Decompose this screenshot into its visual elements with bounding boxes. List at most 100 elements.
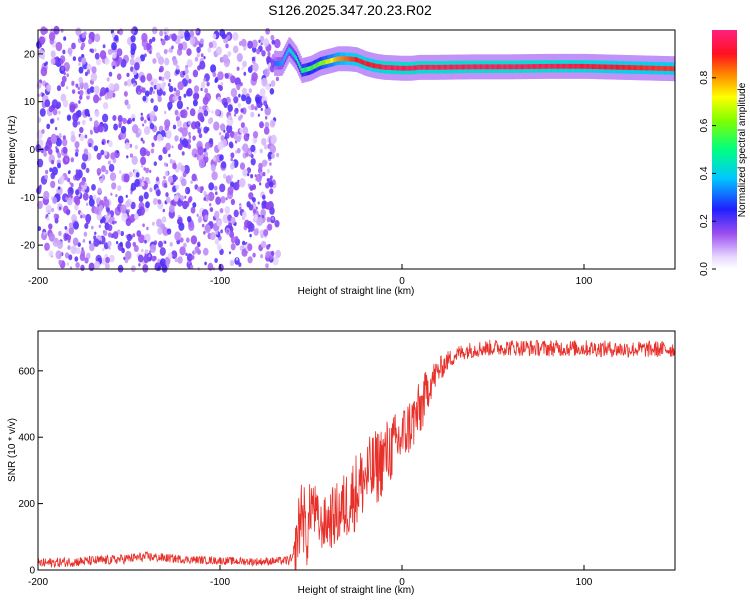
noise-speckle <box>67 47 73 55</box>
noise-speckle <box>123 91 128 97</box>
noise-speckle <box>141 87 146 94</box>
noise-speckle <box>180 165 186 173</box>
noise-speckle <box>163 162 167 167</box>
noise-speckle <box>108 71 113 77</box>
track-core <box>368 61 370 67</box>
track-core <box>377 64 380 69</box>
noise-speckle <box>250 104 255 111</box>
noise-speckle <box>185 201 190 208</box>
noise-speckle <box>236 66 240 71</box>
noise-speckle <box>141 176 145 181</box>
track-core <box>494 64 497 70</box>
noise-speckle <box>55 137 62 147</box>
noise-speckle <box>106 207 111 214</box>
track-core <box>517 64 520 70</box>
track-core <box>351 56 354 62</box>
noise-speckle <box>140 116 144 122</box>
noise-speckle <box>159 65 164 73</box>
noise-speckle <box>226 229 229 233</box>
noise-speckle <box>115 194 118 198</box>
noise-speckle <box>80 214 83 219</box>
noise-speckle <box>55 41 63 52</box>
track-core <box>505 64 508 70</box>
track-core <box>306 66 309 72</box>
noise-speckle <box>88 262 95 272</box>
noise-speckle <box>177 112 181 118</box>
noise-speckle <box>98 97 102 101</box>
noise-speckle <box>44 145 49 152</box>
noise-speckle <box>235 140 238 144</box>
track-core <box>344 56 346 62</box>
noise-speckle <box>37 226 42 232</box>
noise-speckle <box>139 147 147 157</box>
noise-speckle <box>225 175 232 184</box>
noise-speckle <box>188 131 191 137</box>
noise-speckle <box>51 207 55 213</box>
noise-speckle <box>131 155 138 165</box>
track-core <box>622 65 624 70</box>
noise-speckle <box>230 152 235 159</box>
track-core <box>332 57 334 63</box>
noise-speckle <box>81 247 84 251</box>
noise-speckle <box>48 223 53 230</box>
track-core <box>469 64 472 70</box>
noise-speckle <box>101 141 105 145</box>
noise-speckle <box>144 239 147 244</box>
track-core <box>558 63 560 69</box>
noise-speckle <box>151 36 156 42</box>
noise-speckle <box>190 235 198 245</box>
noise-speckle <box>79 253 86 262</box>
noise-speckle <box>252 252 256 258</box>
noise-speckle <box>254 106 258 111</box>
noise-speckle <box>64 252 70 259</box>
noise-speckle <box>172 58 178 66</box>
noise-speckle <box>236 135 241 142</box>
noise-speckle <box>219 183 226 193</box>
noise-speckle <box>168 204 175 213</box>
track-core <box>335 57 337 62</box>
noise-speckle <box>70 157 75 163</box>
track-core <box>634 65 637 71</box>
track-core <box>633 65 635 70</box>
noise-speckle <box>91 66 97 74</box>
noise-speckle <box>230 243 236 251</box>
noise-speckle <box>65 157 68 162</box>
noise-speckle <box>196 213 199 217</box>
noise-speckle <box>270 34 275 41</box>
noise-speckle <box>220 123 226 132</box>
noise-speckle <box>169 242 173 247</box>
noise-speckle <box>123 173 130 183</box>
y-tick-label: 400 <box>18 433 35 444</box>
track-core <box>658 65 661 71</box>
track-core <box>614 64 617 70</box>
noise-speckle <box>45 169 49 175</box>
track-core <box>578 63 581 69</box>
y-tick-label: 0 <box>29 145 35 156</box>
noise-speckle <box>91 225 94 230</box>
track-core <box>364 60 367 66</box>
noise-speckle <box>134 213 139 220</box>
noise-speckle <box>124 142 130 150</box>
noise-speckle <box>152 198 158 205</box>
noise-speckle <box>143 119 147 124</box>
noise-speckle <box>252 136 258 144</box>
noise-speckle <box>271 216 275 221</box>
track-core <box>371 62 373 68</box>
track-core <box>382 64 384 70</box>
track-core <box>339 56 342 62</box>
track-core <box>279 61 282 66</box>
noise-speckle <box>222 54 229 64</box>
noise-speckle <box>70 134 76 143</box>
noise-speckle <box>269 206 275 215</box>
noise-speckle <box>119 170 122 174</box>
track-core <box>326 59 329 65</box>
noise-speckle <box>181 151 185 156</box>
noise-speckle <box>81 180 85 186</box>
track-core <box>403 65 405 71</box>
noise-speckle <box>78 66 84 74</box>
noise-speckle <box>180 195 185 201</box>
track-core <box>479 64 481 70</box>
noise-speckle <box>269 144 276 154</box>
noise-speckle <box>140 137 144 142</box>
noise-speckle <box>93 85 100 95</box>
